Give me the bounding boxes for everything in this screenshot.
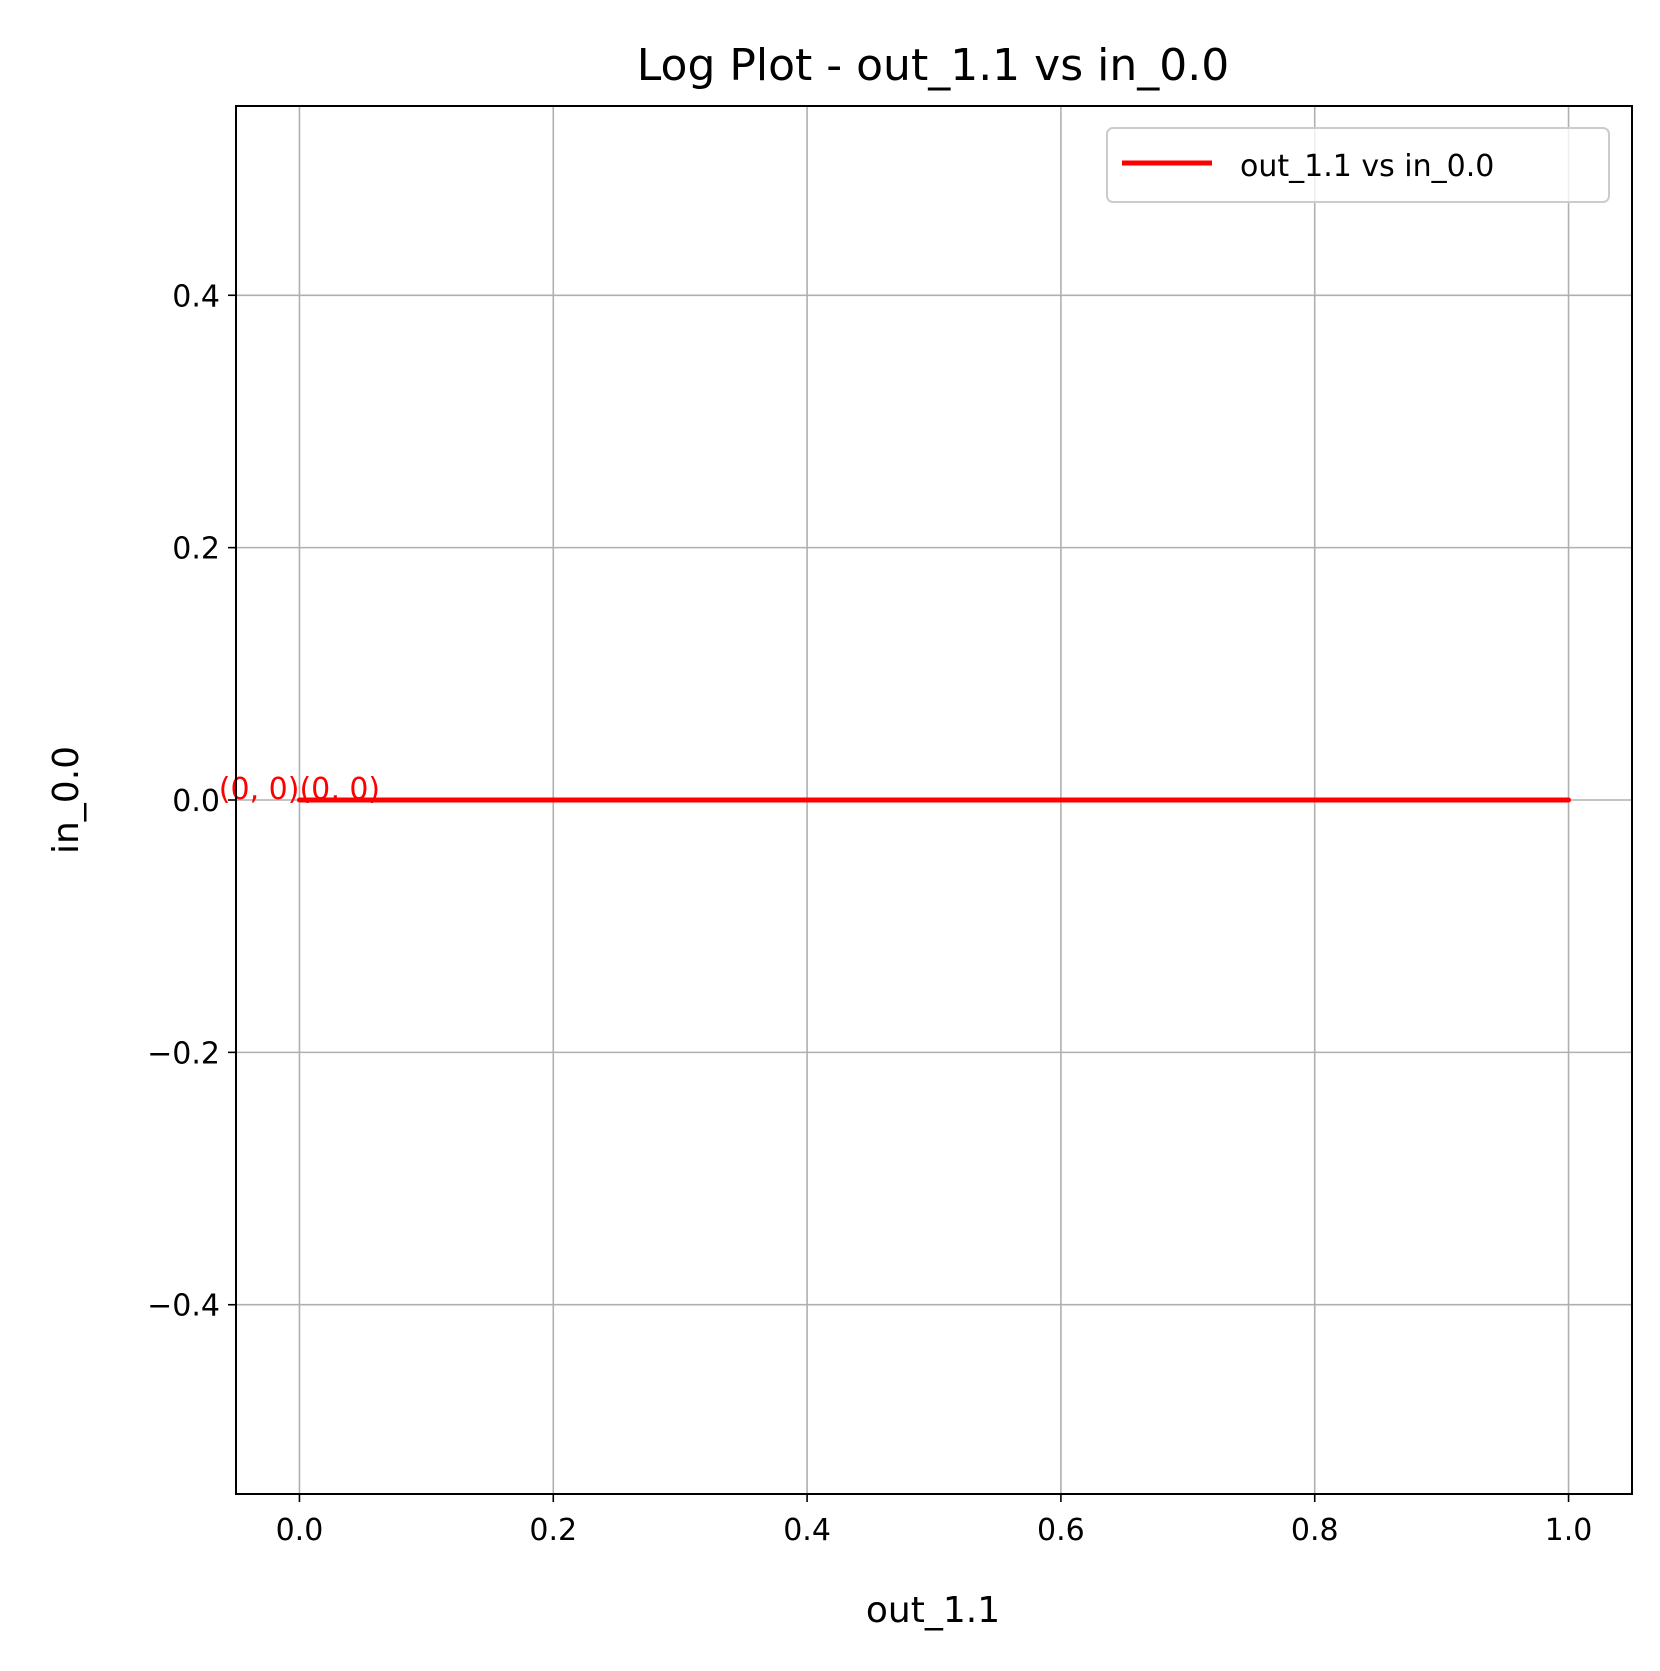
axis-ticks: 0.0 0.2 0.4 0.6 0.8 1.0 −0.4 −0.2 0.0 0.2 0.4 [147,279,1592,1548]
point-annotation: (0, 0) [219,772,300,807]
y-axis-label: in_0.0 [46,746,87,854]
x-tick-label: 0.8 [1291,1513,1339,1548]
legend-label: out_1.1 vs in_0.0 [1240,149,1494,184]
x-tick-label: 0.6 [1037,1513,1085,1548]
x-tick-label: 0.2 [529,1513,577,1548]
x-tick-label: 0.4 [783,1513,831,1548]
x-tick-label: 0.0 [276,1513,324,1548]
y-tick-label: 0.0 [172,784,220,819]
annotations: (0, 0) (0, 0) [219,772,380,807]
legend: out_1.1 vs in_0.0 [1106,127,1610,203]
x-tick-label: 1.0 [1545,1513,1593,1548]
y-tick-label: −0.2 [147,1036,220,1071]
y-tick-label: 0.2 [172,532,220,567]
legend-box [1106,127,1610,203]
y-tick-label: −0.4 [147,1289,220,1324]
point-annotation: (0, 0) [299,772,380,807]
y-tick-label: 0.4 [172,279,220,314]
chart-title: Log Plot - out_1.1 vs in_0.0 [637,40,1229,91]
x-axis-label: out_1.1 [866,1590,1000,1631]
